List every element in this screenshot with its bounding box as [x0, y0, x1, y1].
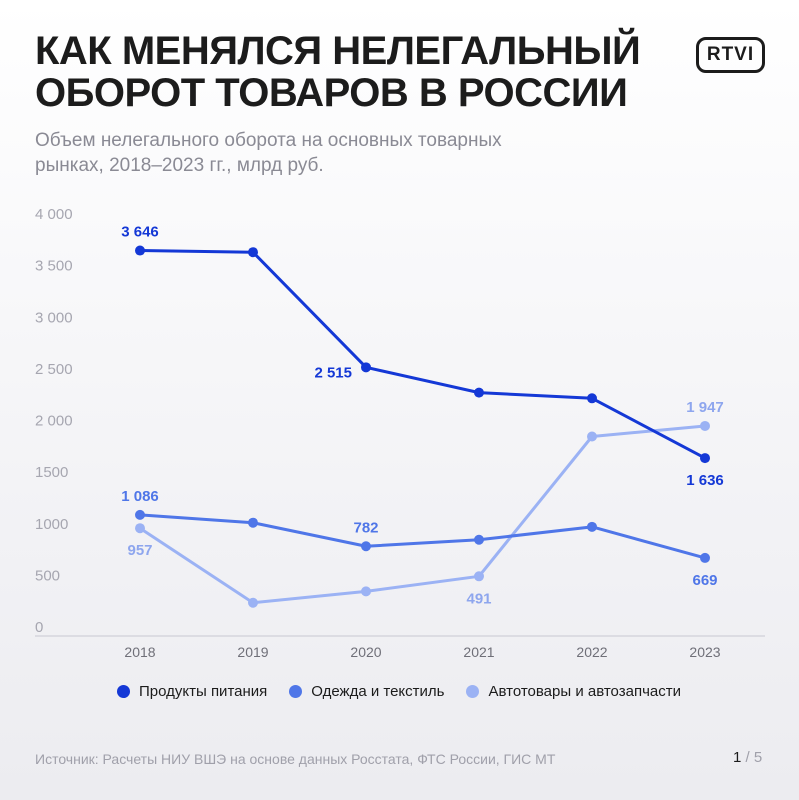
y-tick-label: 3 000	[35, 309, 73, 326]
data-point-0	[474, 387, 484, 398]
page-total: 5	[753, 749, 763, 766]
legend-label-clothing: Одежда и текстиль	[311, 683, 445, 700]
x-tick-label: 2020	[350, 644, 381, 660]
legend-item-food: Продукты питания	[117, 683, 267, 700]
legend-label-auto: Автотовары и автозапчасти	[488, 683, 681, 700]
x-tick-label: 2023	[689, 644, 720, 660]
legend-dot-clothing	[289, 685, 303, 698]
data-label: 669	[692, 572, 717, 589]
data-label: 491	[466, 590, 491, 607]
data-point-0	[248, 247, 258, 258]
data-point-0	[700, 453, 710, 464]
data-label: 1 086	[121, 488, 159, 505]
y-tick-label: 2 000	[35, 413, 73, 430]
y-tick-label: 500	[35, 567, 60, 584]
legend-dot-auto	[466, 685, 480, 698]
y-tick-label: 1000	[35, 516, 68, 533]
data-label: 3 646	[121, 224, 159, 241]
data-point-1	[474, 534, 484, 545]
legend-label-food: Продукты питания	[139, 683, 268, 700]
chart-legend: Продукты питания Одежда и текстиль Автот…	[117, 683, 703, 700]
legend-dot-food	[117, 685, 130, 698]
data-point-1	[361, 541, 371, 552]
data-label: 782	[353, 519, 378, 536]
data-label: 957	[127, 542, 152, 559]
data-point-0	[361, 362, 371, 373]
series-line-2	[138, 424, 707, 605]
page-indicator: 1 / 5	[733, 749, 762, 766]
rtvi-logo: RTVI	[696, 37, 765, 73]
data-label: 2 515	[314, 364, 352, 381]
y-tick-label: 3 500	[35, 258, 73, 275]
data-point-0	[587, 393, 597, 404]
data-point-1	[700, 552, 710, 563]
y-tick-label: 2 500	[35, 361, 73, 378]
data-point-2	[135, 523, 145, 534]
chart-subtitle: Объем нелегального оборота на основных т…	[35, 130, 502, 176]
data-point-0	[135, 245, 145, 256]
data-point-1	[135, 509, 145, 520]
series-line-1	[138, 513, 707, 560]
page-separator: /	[741, 749, 754, 766]
source-note: Источник: Расчеты НИУ ВШЭ на основе данн…	[35, 751, 556, 767]
data-point-1	[587, 521, 597, 532]
data-point-2	[474, 571, 484, 582]
data-point-2	[587, 431, 597, 442]
x-tick-label: 2018	[124, 644, 155, 660]
series-line-0	[138, 249, 707, 460]
y-tick-label: 0	[35, 619, 43, 636]
data-point-2	[361, 586, 371, 597]
x-tick-label: 2019	[237, 644, 268, 660]
x-tick-label: 2022	[576, 644, 607, 660]
data-point-1	[248, 517, 258, 528]
x-tick-label: 2021	[463, 644, 494, 660]
legend-item-clothing: Одежда и текстиль	[289, 683, 444, 700]
data-label: 1 636	[686, 472, 724, 489]
y-tick-label: 1500	[35, 464, 68, 481]
data-point-2	[248, 597, 258, 608]
chart-title: КАК МЕНЯЛСЯ НЕЛЕГАЛЬНЫЙ ОБОРОТ ТОВАРОВ В…	[35, 29, 641, 115]
legend-item-auto: Автотовары и автозапчасти	[466, 683, 681, 700]
y-tick-label: 4 000	[35, 206, 73, 223]
page-current: 1	[733, 749, 742, 766]
data-point-2	[700, 420, 710, 431]
data-label: 1 947	[686, 399, 724, 416]
